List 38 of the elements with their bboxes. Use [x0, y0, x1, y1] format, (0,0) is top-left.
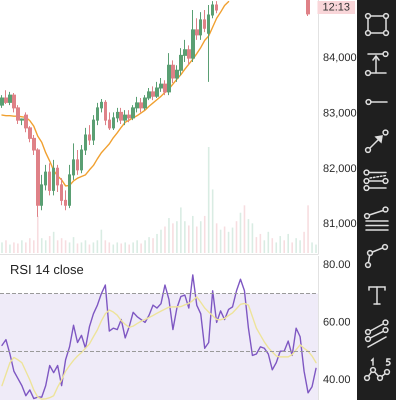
candlestick — [199, 12, 202, 40]
candlestick — [215, 0, 218, 14]
text: RSI 14 close — [10, 262, 84, 277]
candlestick — [167, 52, 171, 96]
candlestick — [191, 9, 195, 62]
candlestick — [127, 110, 131, 123]
candlestick — [112, 112, 115, 131]
candlestick — [207, 4, 210, 82]
candlestick — [139, 97, 143, 113]
candlestick — [203, 9, 206, 33]
y-tick-label: 80.00 — [323, 258, 351, 271]
y-tick-label: 81,000 — [323, 218, 357, 230]
candlestick — [48, 162, 51, 196]
candlestick — [155, 81, 159, 98]
candlestick — [119, 107, 123, 124]
candlestick — [163, 80, 167, 96]
candlestick — [52, 159, 55, 196]
candlestick — [8, 91, 12, 106]
candlestick — [88, 124, 91, 146]
candlestick — [4, 90, 8, 105]
y-tick-label: 82,000 — [323, 162, 357, 175]
candlestick — [151, 86, 155, 101]
candlestick — [187, 44, 191, 66]
candlestick — [123, 110, 127, 126]
candlestick — [0, 94, 4, 108]
line-series — [1, 0, 230, 187]
text: 12:13 — [322, 2, 350, 14]
candlestick — [171, 60, 175, 84]
y-tick-label: 60.00 — [323, 316, 351, 328]
candlestick — [104, 100, 107, 126]
y-tick-label: 40.00 — [323, 374, 351, 386]
y-tick-label: 84,000 — [323, 52, 357, 64]
candlestick — [20, 118, 24, 126]
candlestick — [76, 149, 79, 176]
candlestick — [306, 0, 310, 17]
candlestick — [195, 18, 199, 40]
line-series — [1, 274, 317, 400]
y-tick-label: 83,000 — [323, 107, 357, 120]
